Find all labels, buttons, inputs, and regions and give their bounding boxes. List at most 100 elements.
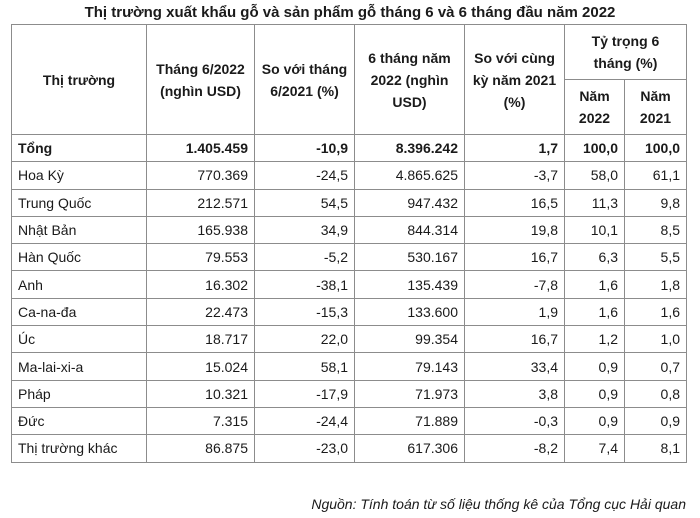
- cell-six-months-2022: 844.314: [354, 215, 465, 245]
- source-note: Nguồn: Tính toán từ số liệu thống kê của…: [311, 496, 686, 512]
- cell-vs-june-2021: -5,2: [254, 243, 355, 272]
- cell-six-months-2022: 947.432: [354, 188, 465, 217]
- cell-six-months-2022: 71.889: [354, 406, 465, 436]
- cell-vs-same-period: 16,5: [464, 188, 565, 217]
- cell-june-2022: 18.717: [146, 325, 255, 354]
- cell-six-months-2022: 135.439: [354, 270, 465, 299]
- table-row: Ma-lai-xi-a 15.024 58,1 79.143 33,4 0,9 0,7: [11, 352, 688, 381]
- cell-vs-june-2021: -23,0: [254, 434, 355, 463]
- table-row: Ca-na-đa 22.473 -15,3 133.600 1,9 1,6 1,6: [11, 297, 688, 327]
- cell-share-2021: 8,1: [623, 434, 688, 463]
- cell-june-2022: 1.405.459: [146, 133, 255, 163]
- cell-vs-same-period: 33,4: [464, 352, 565, 381]
- header-year-2021: Năm 2021: [623, 79, 688, 135]
- cell-market: Trung Quốc: [11, 188, 147, 217]
- cell-share-2022: 100,0: [564, 133, 625, 163]
- cell-vs-same-period: 16,7: [464, 325, 565, 354]
- cell-six-months-2022: 8.396.242: [354, 133, 465, 163]
- cell-share-2022: 0,9: [564, 379, 625, 408]
- cell-june-2022: 212.571: [146, 188, 255, 217]
- header-vs-june-2021: So với tháng 6/2021 (%): [254, 24, 355, 135]
- cell-share-2021: 5,5: [623, 243, 688, 272]
- cell-share-2021: 0,7: [623, 352, 688, 381]
- cell-market: Pháp: [11, 379, 147, 408]
- cell-vs-same-period: -3,7: [464, 161, 565, 190]
- table-row: Hoa Kỳ 770.369 -24,5 4.865.625 -3,7 58,0 61,1: [11, 161, 688, 190]
- cell-market: Hàn Quốc: [11, 243, 147, 272]
- cell-share-2021: 1,8: [623, 270, 688, 299]
- header-share-six-months: Tỷ trọng 6 tháng (%): [563, 24, 688, 80]
- cell-market: Anh: [11, 270, 147, 299]
- cell-vs-same-period: 1,7: [464, 133, 565, 163]
- cell-share-2022: 11,3: [564, 188, 625, 217]
- cell-market: Ma-lai-xi-a: [11, 352, 147, 381]
- cell-market: Úc: [11, 325, 147, 354]
- cell-vs-same-period: 1,9: [464, 297, 565, 327]
- cell-vs-june-2021: -15,3: [254, 297, 355, 327]
- cell-june-2022: 16.302: [146, 270, 255, 299]
- cell-market: Nhật Bản: [11, 215, 147, 245]
- cell-vs-same-period: -7,8: [464, 270, 565, 299]
- header-year-2022: Năm 2022: [564, 79, 625, 135]
- table-body: Tổng 1.405.459 -10,9 8.396.242 1,7 100,0 100,0…: [11, 133, 688, 463]
- cell-share-2021: 1,6: [623, 297, 688, 327]
- cell-share-2022: 1,2: [564, 325, 625, 354]
- cell-june-2022: 770.369: [146, 161, 255, 190]
- cell-vs-june-2021: 58,1: [254, 352, 355, 381]
- table-row: Đức 7.315 -24,4 71.889 -0,3 0,9 0,9: [11, 406, 688, 436]
- cell-vs-june-2021: -24,5: [254, 161, 355, 190]
- cell-market: Thị trường khác: [11, 434, 147, 463]
- cell-six-months-2022: 617.306: [354, 434, 465, 463]
- table-row: Pháp 10.321 -17,9 71.973 3,8 0,9 0,8: [11, 379, 688, 408]
- cell-share-2022: 6,3: [564, 243, 625, 272]
- cell-share-2022: 58,0: [564, 161, 625, 190]
- cell-share-2021: 1,0: [623, 325, 688, 354]
- cell-six-months-2022: 71.973: [354, 379, 465, 408]
- table-row: Anh 16.302 -38,1 135.439 -7,8 1,6 1,8: [11, 270, 688, 299]
- cell-vs-same-period: -8,2: [464, 434, 565, 463]
- cell-vs-june-2021: 54,5: [254, 188, 355, 217]
- cell-vs-june-2021: 34,9: [254, 215, 355, 245]
- header-june-2022: Tháng 6/2022 (nghìn USD): [146, 24, 255, 135]
- header-market: Thị trường: [11, 24, 147, 135]
- export-market-table: Thị trường Tháng 6/2022 (nghìn USD) So v…: [11, 24, 688, 463]
- cell-june-2022: 7.315: [146, 406, 255, 436]
- table-row-total: Tổng 1.405.459 -10,9 8.396.242 1,7 100,0 100,0: [11, 133, 688, 163]
- cell-share-2022: 1,6: [564, 297, 625, 327]
- cell-six-months-2022: 79.143: [354, 352, 465, 381]
- cell-june-2022: 86.875: [146, 434, 255, 463]
- cell-six-months-2022: 530.167: [354, 243, 465, 272]
- cell-share-2022: 7,4: [564, 434, 625, 463]
- cell-vs-same-period: 3,8: [464, 379, 565, 408]
- cell-vs-june-2021: -17,9: [254, 379, 355, 408]
- cell-market: Đức: [11, 406, 147, 436]
- cell-june-2022: 79.553: [146, 243, 255, 272]
- table-row: Nhật Bản 165.938 34,9 844.314 19,8 10,1 8,5: [11, 215, 688, 245]
- table-row: Thị trường khác 86.875 -23,0 617.306 -8,2 7,4…: [11, 434, 688, 463]
- header-six-months-2022: 6 tháng năm 2022 (nghìn USD): [354, 24, 465, 135]
- cell-share-2022: 10,1: [564, 215, 625, 245]
- table-title: Thị trường xuất khẩu gỗ và sản phẩm gỗ t…: [84, 4, 616, 21]
- cell-june-2022: 165.938: [146, 215, 255, 245]
- cell-vs-same-period: -0,3: [464, 406, 565, 436]
- cell-share-2022: 1,6: [564, 270, 625, 299]
- cell-share-2021: 8,5: [623, 215, 688, 245]
- cell-share-2022: 0,9: [564, 352, 625, 381]
- cell-share-2021: 9,8: [623, 188, 688, 217]
- cell-share-2021: 61,1: [623, 161, 688, 190]
- header-vs-same-period-2021: So với cùng kỳ năm 2021 (%): [464, 24, 565, 135]
- cell-june-2022: 15.024: [146, 352, 255, 381]
- cell-vs-same-period: 19,8: [464, 215, 565, 245]
- cell-vs-same-period: 16,7: [464, 243, 565, 272]
- cell-share-2021: 0,9: [623, 406, 688, 436]
- cell-vs-june-2021: -24,4: [254, 406, 355, 436]
- cell-share-2021: 0,8: [623, 379, 688, 408]
- table-row: Trung Quốc 212.571 54,5 947.432 16,5 11,3 9,8: [11, 188, 688, 217]
- cell-share-2021: 100,0: [623, 133, 688, 163]
- table-row: Hàn Quốc 79.553 -5,2 530.167 16,7 6,3 5,5: [11, 243, 688, 272]
- cell-share-2022: 0,9: [564, 406, 625, 436]
- cell-six-months-2022: 4.865.625: [354, 161, 465, 190]
- cell-market: Hoa Kỳ: [11, 161, 147, 190]
- cell-six-months-2022: 133.600: [354, 297, 465, 327]
- cell-vs-june-2021: 22,0: [254, 325, 355, 354]
